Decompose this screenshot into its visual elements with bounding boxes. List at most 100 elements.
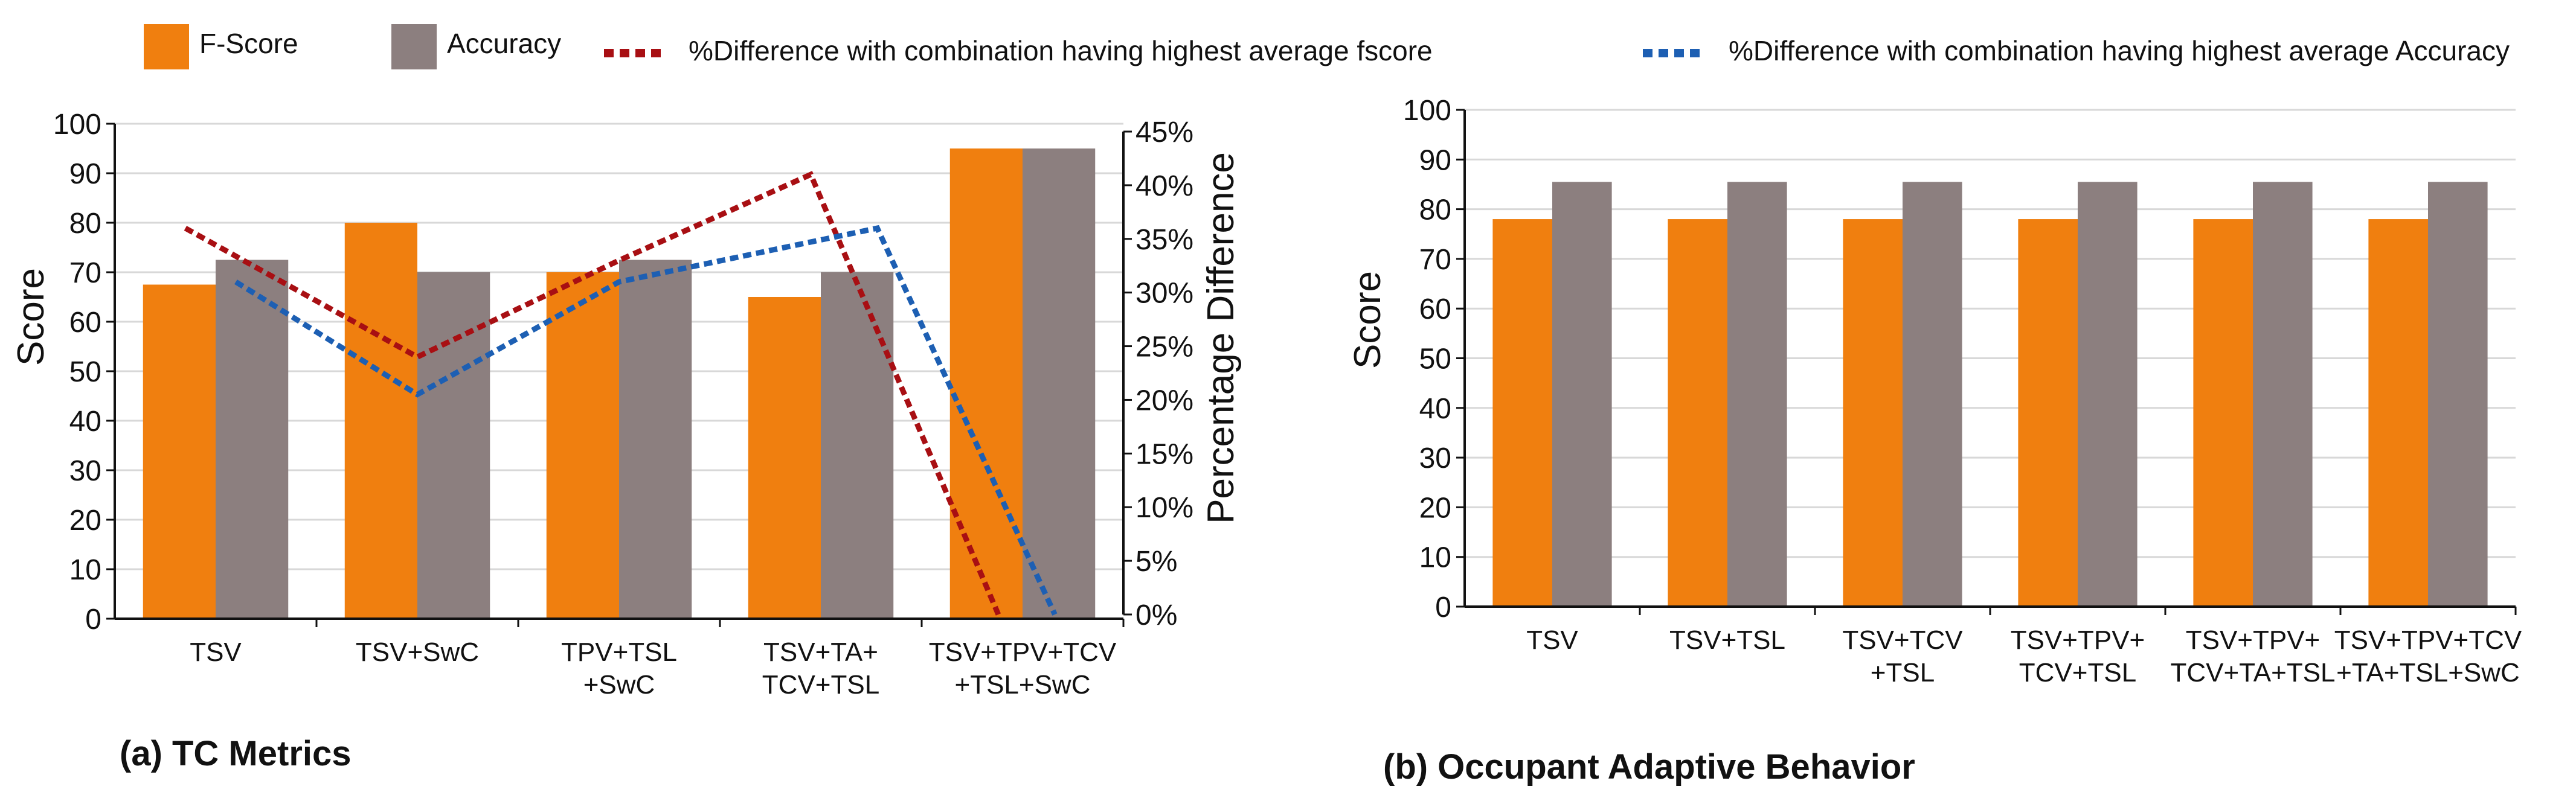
bar-fscore [748, 297, 821, 619]
legend-label-diff-accuracy: %Difference with combination having high… [1729, 35, 2510, 66]
category-label: TSV+TPV+ [2186, 625, 2321, 655]
category-label: +SwC [583, 670, 655, 700]
bar-accuracy [216, 260, 289, 619]
chart-b-category-labels: TSV TSV+TSL TSV+TCV+TSLTSV+TPV+TCV+TSLTSV+… [1526, 625, 2522, 688]
bar-fscore [1668, 219, 1727, 607]
category-label: TSV+TPV+TCV [2334, 625, 2522, 655]
y-tick-label: 20 [1419, 492, 1451, 524]
bar-fscore [2018, 219, 2078, 607]
category-label: TSV [1526, 625, 1578, 655]
bar-fscore [2193, 219, 2253, 607]
y-tick-label: 40 [69, 406, 101, 438]
bar-accuracy [2078, 182, 2138, 607]
y-tick-label: 90 [69, 158, 101, 190]
y-tick-label: 40 [1419, 393, 1451, 425]
category-label: +TSL [1871, 658, 1935, 688]
category-label: TPV+TSL [561, 637, 677, 667]
y2-tick-label: 30% [1135, 278, 1193, 310]
bar-accuracy [1023, 148, 1096, 619]
bar-accuracy [619, 260, 692, 619]
y2-tick-label: 15% [1135, 438, 1193, 470]
category-label: +TSL+SwC [955, 670, 1091, 700]
y-tick-label: 20 [69, 505, 101, 537]
y-tick-label: 100 [53, 109, 101, 141]
category-label: TSV [190, 637, 242, 667]
bar-accuracy [821, 272, 894, 619]
chart-b-caption: (b) Occupant Adaptive Behavior [1383, 747, 1915, 787]
bar-fscore [1492, 219, 1552, 607]
chart-a-caption: (a) TC Metrics [120, 734, 352, 773]
legend-swatch-accuracy [391, 24, 437, 69]
legend-swatch-fscore [144, 24, 189, 69]
bar-accuracy [1727, 182, 1787, 607]
y-tick-label: 70 [1419, 244, 1451, 276]
chart-a-bars [143, 148, 1096, 619]
chart-b-bars [1492, 182, 2488, 607]
chart-a-y2-tick-labels: 0% 5% 10% 15% 20% 25% 30% 35% 40% 45% [1135, 116, 1193, 631]
bar-accuracy [1552, 182, 1612, 607]
category-label: TSV+TA+ [763, 637, 878, 667]
y-tick-label: 50 [69, 356, 101, 388]
y-tick-label: 10 [69, 554, 101, 586]
category-label: TSV+TPV+ [2011, 625, 2145, 655]
bar-accuracy [2428, 182, 2488, 607]
bar-fscore [546, 272, 619, 619]
bar-fscore [949, 148, 1023, 619]
y-tick-label: 0 [1435, 592, 1451, 624]
chart-b-axes [1456, 109, 2517, 615]
y-tick-label: 80 [1419, 194, 1451, 226]
bar-fscore [2368, 219, 2428, 607]
y-tick-label: 100 [1403, 95, 1451, 127]
chart-a-y-tick-labels: 0 10 20 30 40 50 60 70 80 90 100 [53, 109, 101, 636]
chart-b-y-tick-labels: 0 10 20 30 40 50 60 70 80 90 100 [1403, 95, 1451, 624]
bar-fscore [1843, 219, 1903, 607]
chart-a-tc-metrics: 0 10 20 30 40 50 60 70 80 90 100 0% 5% 10% 15% 20% 25% 3… [10, 109, 1242, 773]
category-label: TCV+TSL [2019, 658, 2136, 688]
legend-label-accuracy: Accuracy [447, 28, 561, 59]
legend: F-Score Accuracy %Difference with combin… [144, 24, 2510, 69]
bar-fscore [344, 223, 417, 619]
y2-tick-label: 0% [1135, 599, 1177, 631]
category-label: TCV+TSL [762, 670, 879, 700]
category-label: +TA+TSL+SwC [2336, 658, 2520, 688]
bar-accuracy [2253, 182, 2313, 607]
y-tick-label: 10 [1419, 542, 1451, 574]
legend-label-diff-fscore: %Difference with combination having high… [689, 35, 1433, 66]
chart-b-occupant-adaptive-behavior: 0 10 20 30 40 50 60 70 80 90 100 TSV TSV+TSL TSV+TCV… [1347, 95, 2522, 787]
y2-tick-label: 35% [1135, 224, 1193, 256]
chart-b-y-axis-label: Score [1347, 271, 1389, 369]
line-diff-fscore [184, 171, 1001, 616]
y-tick-label: 0 [85, 604, 101, 636]
y-tick-label: 60 [1419, 293, 1451, 325]
y2-tick-label: 40% [1135, 170, 1193, 202]
bar-fscore [143, 284, 216, 619]
y-tick-label: 30 [69, 455, 101, 487]
y-tick-label: 80 [69, 208, 101, 240]
y2-tick-label: 10% [1135, 492, 1193, 524]
category-label: TSV+TPV+TCV [929, 637, 1117, 667]
bar-accuracy [1903, 182, 1962, 607]
chart-a-y2-axis-label: Percentage Difference [1200, 152, 1242, 524]
y-tick-label: 70 [69, 257, 101, 289]
y2-tick-label: 25% [1135, 331, 1193, 363]
category-label: TSV+SwC [356, 637, 479, 667]
category-label: TCV+TA+TSL [2170, 658, 2335, 688]
y-tick-label: 90 [1419, 144, 1451, 176]
y-tick-label: 50 [1419, 343, 1451, 375]
y2-tick-label: 5% [1135, 546, 1177, 578]
legend-label-fscore: F-Score [199, 28, 298, 59]
chart-a-y-axis-label: Score [10, 268, 52, 366]
chart-a-difference-lines [184, 171, 1058, 616]
line-diff-accuracy [234, 225, 1058, 616]
y-tick-label: 30 [1419, 442, 1451, 474]
category-label: TSV+TCV [1842, 625, 1963, 655]
y-tick-label: 60 [69, 307, 101, 339]
category-label: TSV+TSL [1669, 625, 1785, 655]
bar-accuracy [417, 272, 490, 619]
chart-a-axes [106, 123, 1132, 627]
chart-b-gridlines [1465, 109, 2516, 558]
y2-tick-label: 20% [1135, 385, 1193, 416]
y2-tick-label: 45% [1135, 116, 1193, 148]
chart-a-category-labels: TSV TSV+SwC TPV+TSL+SwC TSV+TA+TCV+TSL TSV+T… [190, 637, 1117, 700]
